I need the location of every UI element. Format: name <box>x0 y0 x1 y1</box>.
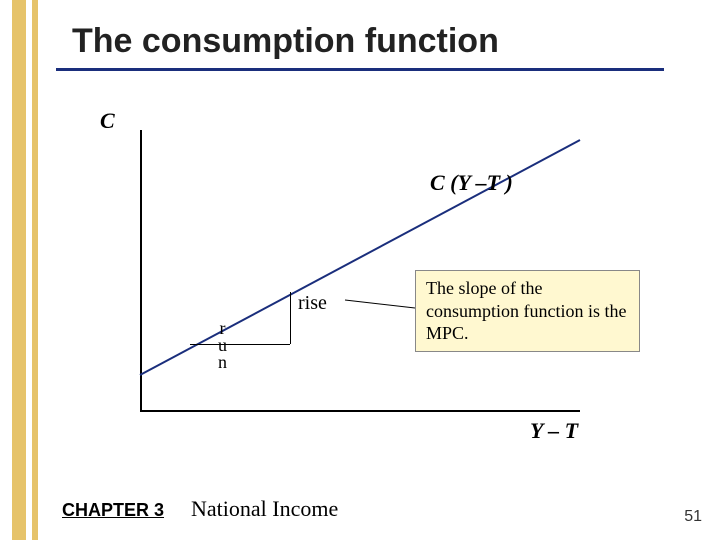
line-function-label: C (Y –T ) <box>430 170 513 196</box>
run-segment <box>190 344 290 345</box>
stripe-bar-3 <box>32 0 38 540</box>
rise-label: rise <box>298 292 327 315</box>
y-axis <box>140 130 142 410</box>
title-underline <box>56 68 664 71</box>
x-axis-label: Y – T <box>530 418 578 444</box>
run-label: run <box>218 320 227 371</box>
y-axis-label: C <box>100 108 115 134</box>
section-label: National Income <box>191 496 338 521</box>
page-number: 51 <box>684 508 702 526</box>
consumption-line <box>90 100 610 420</box>
slide-footer: CHAPTER 3 National Income <box>62 496 338 522</box>
consumption-chart: C Y – T C (Y –T ) rise run The slope of … <box>90 100 610 420</box>
slide-title: The consumption function <box>72 22 499 61</box>
callout-connector <box>90 100 610 420</box>
x-axis <box>140 410 580 412</box>
chapter-label: CHAPTER 3 <box>62 500 164 520</box>
stripe-bar-1 <box>12 0 26 540</box>
callout-connector-path <box>345 300 415 308</box>
rise-segment <box>290 292 291 344</box>
left-decorative-stripe <box>0 0 38 540</box>
slope-callout: The slope of the consumption function is… <box>415 270 640 352</box>
